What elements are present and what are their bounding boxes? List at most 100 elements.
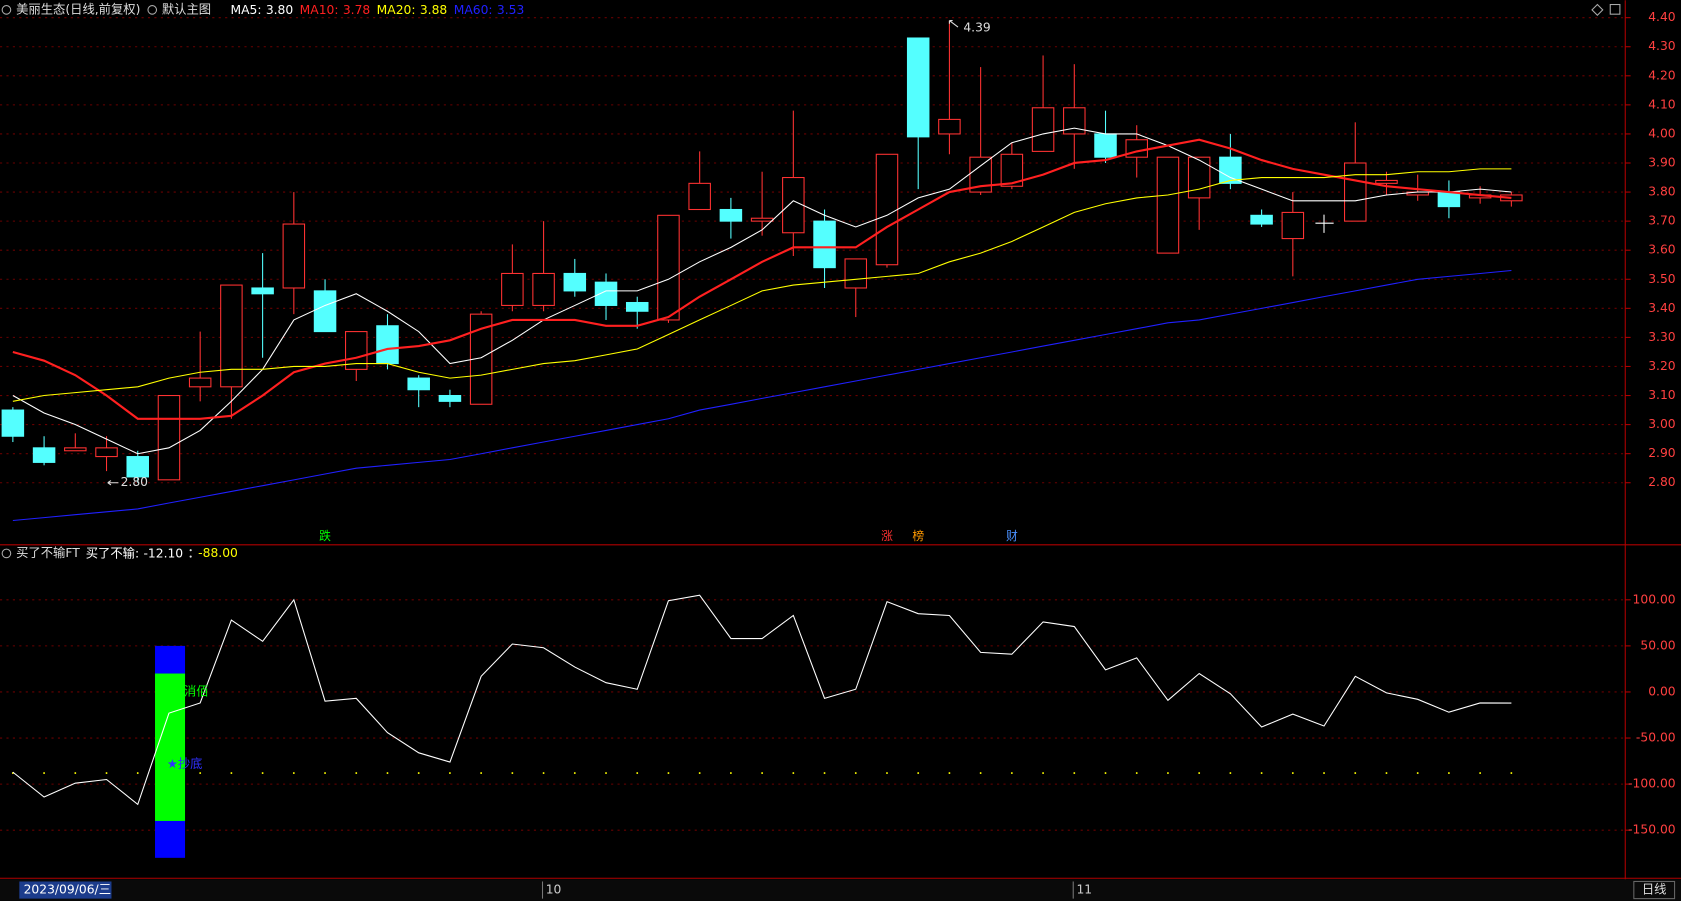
candle-body	[1250, 214, 1273, 225]
y-tick-label: 3.60	[1648, 243, 1676, 257]
line-series	[12, 269, 1512, 522]
reference-dot	[1010, 772, 1013, 775]
y-tick-label: 2.80	[1648, 475, 1676, 489]
time-axis	[0, 879, 1681, 901]
event-marker: 榜	[912, 529, 924, 543]
y-tick-label: -50.00	[1636, 731, 1676, 745]
reference-dot	[823, 772, 826, 775]
reference-dot	[1135, 772, 1138, 775]
x-tick-label: 11	[1076, 883, 1092, 897]
reference-dot	[324, 772, 327, 775]
event-marker: 涨	[881, 529, 893, 543]
chart-subtitle: 默认主图	[162, 1, 211, 16]
legend-name: MA20:	[377, 2, 416, 16]
candle-body	[938, 118, 961, 135]
candle-body	[32, 447, 56, 463]
separator	[189, 549, 192, 552]
reference-dot	[1323, 772, 1326, 775]
candle-body	[95, 447, 118, 458]
reference-dot	[1073, 772, 1076, 775]
candle-body	[313, 290, 337, 333]
candle-body	[532, 272, 555, 306]
y-tick-label: 2.90	[1648, 446, 1676, 460]
x-tick-label: 10	[546, 883, 562, 897]
icon[interactable]	[1591, 3, 1604, 16]
reference-dot	[636, 772, 639, 775]
candle-body	[750, 217, 774, 222]
reference-dot	[761, 772, 764, 775]
candle-body	[1187, 156, 1211, 199]
candle-body	[1156, 156, 1180, 254]
candle-body	[438, 394, 462, 402]
y-tick-label: 3.90	[1648, 156, 1676, 170]
reference-dot	[261, 772, 264, 775]
candle-body	[126, 456, 149, 478]
y-tick-label: 3.00	[1648, 417, 1676, 431]
y-tick-label: 3.80	[1648, 185, 1676, 199]
signal-bar	[155, 820, 186, 858]
reference-dot	[417, 772, 420, 775]
period-box	[1633, 880, 1676, 900]
y-tick-label: 0.00	[1648, 684, 1676, 698]
y-tick-label: 4.40	[1648, 10, 1676, 24]
candle-body	[563, 272, 587, 292]
reference-dot	[105, 772, 108, 775]
candle-body	[501, 272, 524, 306]
cursor	[1315, 214, 1334, 233]
legend-entry: MA20: 3.88	[377, 2, 448, 16]
event-marker: 跌	[319, 529, 331, 543]
reference-dot	[1166, 772, 1169, 775]
legend-value: -12.10	[143, 546, 183, 560]
reference-dot	[917, 772, 920, 775]
candle-body	[625, 301, 649, 312]
candle-body	[969, 156, 992, 193]
candle-body	[1, 409, 25, 437]
legend-value: 3.88	[420, 2, 447, 16]
y-tick-label: 3.20	[1648, 359, 1676, 373]
reference-dot	[1104, 772, 1107, 775]
reference-dot	[1198, 772, 1201, 775]
candle-body	[657, 214, 680, 321]
reference-dot	[199, 772, 202, 775]
candle-body	[220, 284, 243, 388]
reference-dot	[886, 772, 888, 775]
reference-dot	[386, 772, 389, 775]
candle-body	[1344, 162, 1367, 222]
candle-body	[1219, 156, 1242, 184]
candle-body	[64, 447, 87, 452]
y-tick-label: -150.00	[1628, 823, 1676, 837]
signal-bar	[155, 673, 186, 821]
candle-body	[157, 394, 181, 481]
icon[interactable]	[147, 5, 158, 15]
reference-dot	[355, 772, 358, 775]
line-series	[12, 594, 1512, 806]
reference-dot	[136, 772, 139, 775]
reference-dot	[667, 772, 670, 775]
icon[interactable]	[1609, 3, 1621, 15]
reference-dot	[854, 772, 857, 775]
y-tick-label: 3.30	[1648, 330, 1676, 344]
reference-dot	[573, 772, 576, 775]
candle-body	[813, 220, 836, 269]
legend-value: 3.80	[266, 2, 294, 16]
chart-title: 美丽生态(日线,前复权)	[16, 1, 140, 16]
icon[interactable]	[1, 548, 12, 559]
line-series	[12, 168, 1512, 402]
candle-body	[188, 377, 212, 388]
candle-body	[1031, 107, 1055, 152]
reference-dot	[511, 772, 514, 775]
indicator-title: 买了不输FT	[16, 545, 80, 560]
reference-dot	[43, 772, 46, 775]
y-tick-label: 3.40	[1648, 301, 1676, 315]
reference-dot	[1291, 772, 1294, 775]
period-label: 日线	[1642, 883, 1667, 897]
icon[interactable]	[1, 5, 12, 15]
legend-entry: 买了不输: -12.10	[86, 545, 184, 560]
candle-body	[251, 287, 274, 295]
candle-body	[345, 331, 368, 370]
reference-dot	[230, 772, 233, 775]
reference-dot	[729, 772, 732, 775]
